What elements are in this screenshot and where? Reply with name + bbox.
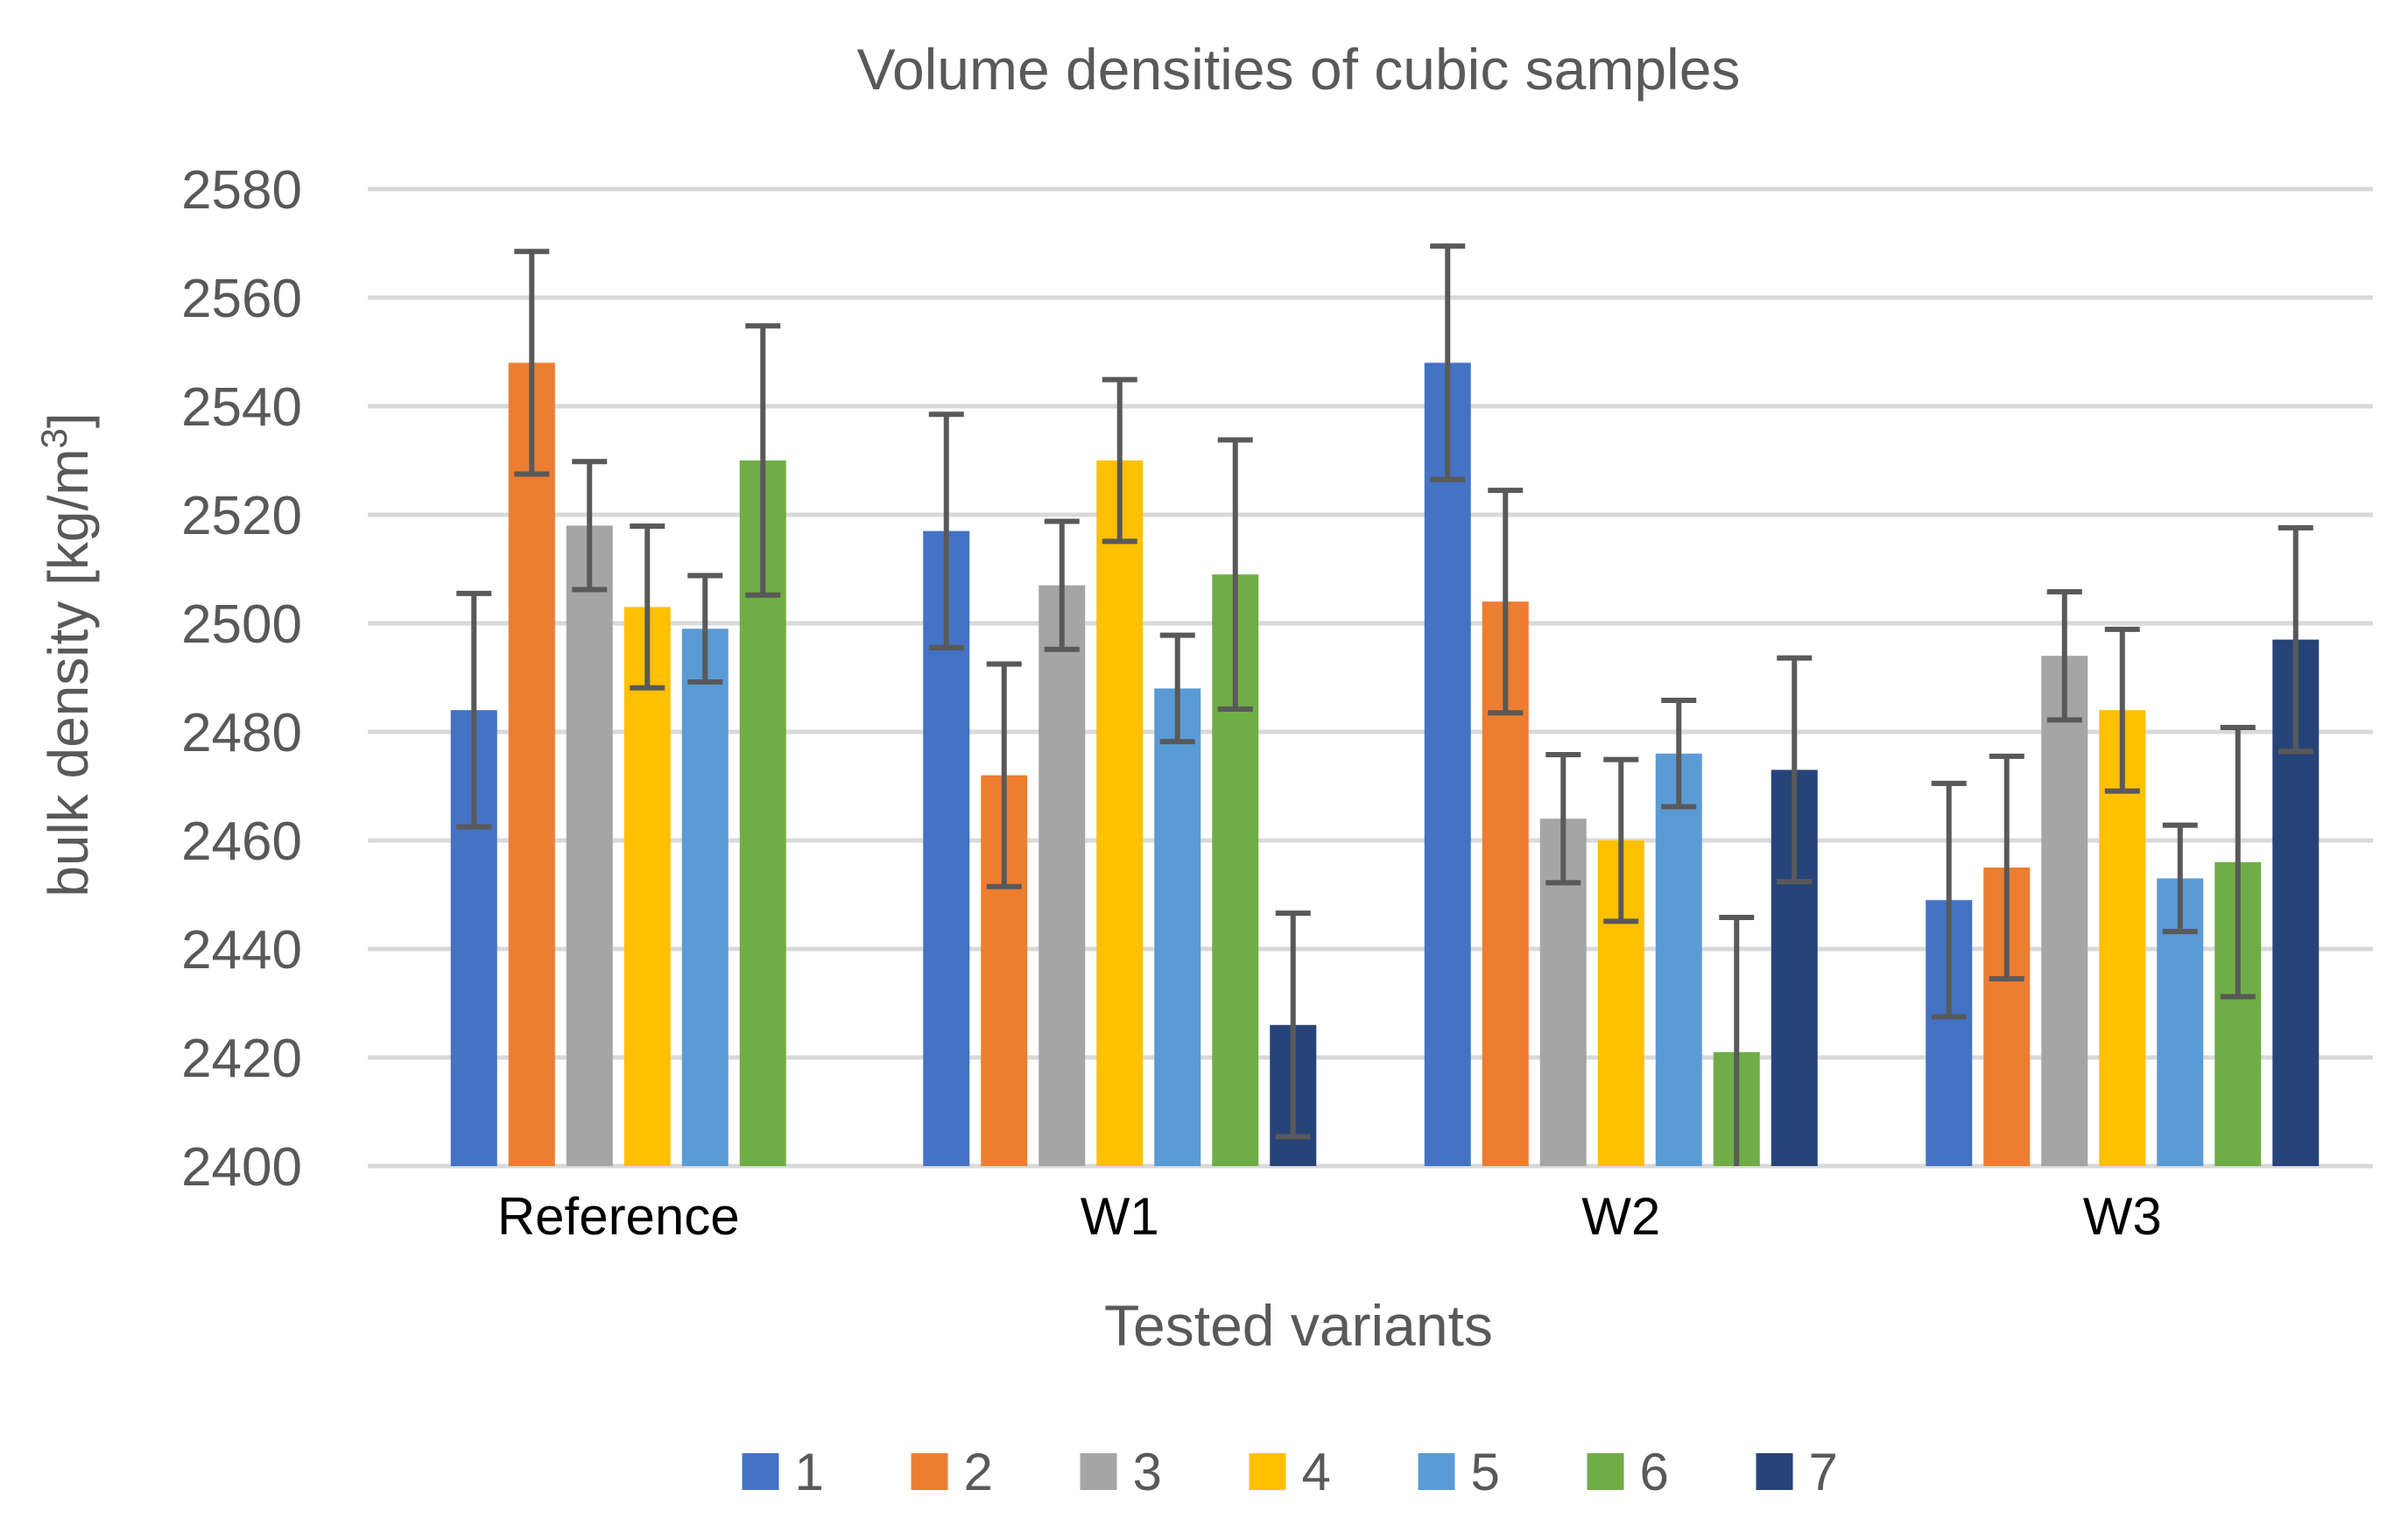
error-bar-w3-series-7 [2278,524,2313,755]
legend-label: 5 [1471,1443,1500,1501]
error-bar-w3-series-4 [2104,626,2140,794]
y-tick-label: 2480 [181,703,302,763]
error-bar-w1-series-4 [1102,376,1137,545]
bar-reference-series-3 [566,525,613,1166]
x-tick-label: W3 [2083,1187,2162,1246]
x-tick-label: Reference [497,1187,740,1246]
legend-item-4: 4 [1249,1443,1331,1501]
bars [450,362,2320,1166]
error-bar-reference-series-3 [572,459,608,593]
error-bar-w3-series-1 [1931,780,1967,1020]
bar-reference-series-2 [508,362,555,1166]
bar-w1-series-4 [1096,460,1144,1166]
x-axis-categories: Reference W1 W2 W3 [497,1187,2162,1246]
y-axis-ticks: 2400 2420 2440 2460 2480 2500 2520 2540 2560 2580 [181,160,302,1198]
error-bar-w3-series-5 [2162,822,2198,935]
error-bar-w1-series-1 [928,411,964,650]
error-bars [456,243,2313,1166]
y-tick-label: 2500 [181,594,302,655]
legend-label: 7 [1809,1443,1838,1501]
legend-swatch [1587,1453,1624,1490]
legend-swatch [1080,1453,1117,1490]
legend-swatch [1249,1453,1286,1490]
error-bar-w2-series-2 [1488,488,1524,716]
chart-title: Volume densities of cubic samples [857,37,1741,102]
y-tick-label: 2460 [181,812,302,872]
x-tick-label: W2 [1581,1187,1660,1246]
y-tick-label: 2540 [181,377,302,438]
error-bar-w3-series-6 [2220,725,2256,1000]
legend: 1 2 3 4 5 6 7 [742,1443,1838,1501]
x-tick-label: W1 [1081,1187,1159,1246]
y-tick-label: 2420 [181,1029,302,1089]
error-bar-w1-series-7 [1275,910,1311,1140]
bar-w3-series-3 [2041,656,2088,1166]
error-bar-w2-series-1 [1430,243,1466,482]
legend-swatch [742,1453,779,1490]
y-axis-label-sup: 3 [33,428,74,448]
y-tick-label: 2560 [181,269,302,329]
error-bar-w2-series-6 [1719,915,1755,1166]
error-bar-reference-series-4 [630,524,665,691]
bar-reference-series-4 [623,607,671,1166]
legend-swatch [911,1453,948,1490]
error-bar-w2-series-5 [1661,698,1697,810]
bar-w1-series-3 [1039,585,1086,1166]
legend-label: 6 [1640,1443,1669,1501]
error-bar-w3-series-2 [1989,753,2024,982]
error-bar-w1-series-3 [1044,518,1080,652]
y-tick-label: 2580 [181,160,302,221]
error-bar-w1-series-5 [1159,632,1195,745]
y-axis-label: bulk density [kg/m3] [33,412,100,896]
legend-swatch [1418,1453,1455,1490]
bar-w2-series-5 [1655,753,1702,1166]
legend-label: 2 [964,1443,993,1501]
legend-item-7: 7 [1756,1443,1838,1501]
legend-label: 1 [795,1443,824,1501]
error-bar-w1-series-6 [1217,437,1253,712]
error-bar-w3-series-3 [2046,589,2082,723]
bar-w2-series-1 [1424,362,1471,1166]
legend-label: 3 [1133,1443,1162,1501]
y-axis-label-end: ] [37,412,100,428]
error-bar-w2-series-7 [1777,655,1813,885]
error-bar-reference-series-2 [514,249,550,477]
error-bar-w2-series-4 [1603,756,1639,924]
error-bar-reference-series-1 [456,590,492,830]
legend-item-6: 6 [1587,1443,1669,1501]
error-bar-reference-series-5 [687,573,723,685]
legend-item-5: 5 [1418,1443,1500,1501]
y-tick-label: 2440 [181,920,302,980]
bar-w1-series-5 [1154,688,1201,1166]
error-bar-w2-series-3 [1545,752,1581,886]
y-tick-label: 2520 [181,486,302,546]
error-bar-reference-series-6 [745,323,781,598]
x-axis-label: Tested variants [1104,1293,1493,1358]
legend-item-3: 3 [1080,1443,1162,1501]
legend-item-2: 2 [911,1443,993,1501]
legend-label: 4 [1302,1443,1331,1501]
y-tick-label: 2400 [181,1137,302,1198]
error-bar-w1-series-2 [986,661,1022,889]
legend-swatch [1756,1453,1793,1490]
y-axis-label-main: bulk density [kg/m [37,448,100,896]
bar-reference-series-5 [681,629,729,1166]
legend-item-1: 1 [742,1443,824,1501]
